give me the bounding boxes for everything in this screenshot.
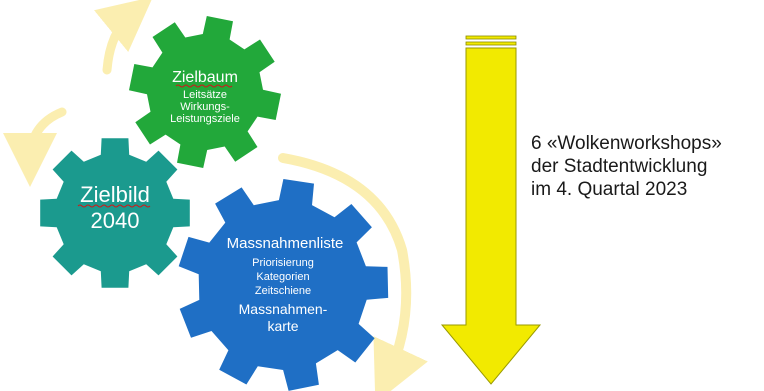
cycle-arrow-right	[278, 153, 428, 391]
zielbaum-line-2: Wirkungs-	[180, 101, 230, 113]
massnahmen-title: Massnahmenliste	[227, 235, 344, 252]
zielbaum-title: Zielbaum	[172, 69, 238, 86]
arrow-cap-line-2	[465, 41, 517, 46]
zielbaum-underline	[175, 84, 233, 88]
workshop-line-1: 6 «Wolkenworkshops»	[531, 133, 722, 154]
gear-massnahmen	[178, 179, 389, 391]
zielbaum-line-1: Leitsätze	[183, 89, 227, 101]
gear-zielbaum	[129, 16, 281, 168]
workshop-line-3: im 4. Quartal 2023	[531, 179, 688, 200]
zielbild-subtitle: 2040	[91, 208, 140, 233]
massnahmen-line-1: Priorisierung	[252, 257, 314, 269]
zielbild-underline	[77, 204, 151, 208]
massnahmen-line-3: Zeitschiene	[255, 285, 311, 297]
arrow-shaft	[440, 47, 542, 385]
massnahmen-footer-1: Massnahmen-	[239, 301, 328, 317]
zielbild-title: Zielbild	[80, 182, 150, 207]
cycle-arrow-left	[3, 107, 67, 187]
arrow-cap-line-1	[465, 35, 517, 40]
timeline-arrow	[440, 35, 542, 385]
cycle-arrow-top	[94, 0, 153, 75]
zielbaum-line-3: Leistungsziele	[170, 113, 240, 125]
workshop-line-2: der Stadtentwicklung	[531, 156, 708, 177]
massnahmen-line-2: Kategorien	[256, 271, 309, 283]
gear-zielbild	[40, 138, 190, 288]
massnahmen-footer-2: karte	[267, 318, 298, 334]
workshop-description: 6 «Wolkenworkshops» der Stadtentwicklung…	[531, 132, 722, 201]
